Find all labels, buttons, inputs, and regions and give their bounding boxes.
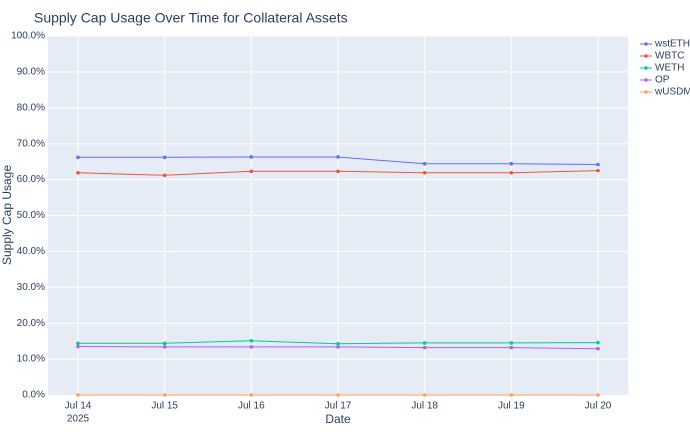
data-point [509,345,514,350]
data-point [596,162,600,167]
data-point [596,168,600,173]
y-tick-label: 70.0% [17,138,45,149]
y-tick-label: 90.0% [17,67,45,78]
series-lines [76,155,600,397]
x-axis-label: Date [325,412,351,426]
data-point [336,345,340,349]
series-weth [76,338,600,346]
data-point [249,155,254,159]
chart-title: Supply Cap Usage Over Time for Collatera… [34,10,348,26]
x-tick-label: Jul 14 [65,400,92,411]
x-tick-year: 2025 [67,413,90,424]
data-point [249,338,254,343]
data-point [336,341,340,346]
legend-item-weth[interactable]: WETH [640,63,684,74]
y-tick-label: 50.0% [17,210,45,221]
legend-marker-swatch [644,66,648,70]
data-point [76,344,80,349]
legend-label: wstETH [654,39,690,50]
series-wusdm [76,393,600,397]
data-point [596,393,600,397]
series-wbtc [76,168,600,178]
x-tick-label: Jul 15 [151,400,178,411]
data-point [509,170,514,175]
data-point [336,169,340,174]
x-tick-label: Jul 16 [238,400,265,411]
y-tick-label: 10.0% [17,354,45,365]
data-point [76,393,80,397]
data-point [422,162,427,166]
y-tick-label: 30.0% [17,282,45,293]
y-tick-label: 40.0% [17,246,45,257]
legend-label: OP [655,75,670,86]
data-point [249,169,254,174]
y-tick-label: 100.0% [11,31,45,42]
legend-marker-swatch [644,54,648,58]
legend-item-wusdm[interactable]: wUSDM [640,87,690,98]
legend-marker-swatch [644,78,648,82]
data-point [596,346,600,351]
data-point [509,162,514,166]
y-tick-label: 0.0% [22,390,45,401]
legend-item-op[interactable]: OP [640,75,670,86]
data-point [162,345,167,349]
data-point [76,341,80,346]
x-tick-label: Jul 19 [498,400,525,411]
data-point [422,341,427,345]
data-point [509,341,514,345]
legend-label: wUSDM [654,87,690,98]
data-point [336,393,340,397]
data-point [76,155,80,160]
data-point [162,341,167,346]
data-point [422,345,427,350]
legend-marker-swatch [644,90,648,94]
data-point [336,155,340,159]
data-point [162,173,167,178]
legend-label: WETH [655,63,684,74]
data-point [249,393,254,397]
data-point [422,393,427,397]
legend-item-wsteth[interactable]: wstETH [640,39,690,50]
legend-item-wbtc[interactable]: WBTC [640,51,684,62]
data-point [162,393,167,397]
x-tick-label: Jul 17 [325,400,352,411]
x-tick-label: Jul 20 [585,400,612,411]
data-point [249,345,254,349]
y-tick-label: 20.0% [17,318,45,329]
legend-label: WBTC [655,51,684,62]
data-point [509,393,514,397]
data-point [596,340,600,345]
x-tick-label: Jul 18 [411,400,438,411]
grid [48,35,628,395]
data-point [162,155,167,160]
y-axis-label: Supply Cap Usage [0,165,14,265]
series-wsteth [76,155,600,167]
data-point [422,170,427,175]
legend-marker-swatch [644,42,648,46]
y-tick-label: 60.0% [17,174,45,185]
data-point [76,170,80,175]
y-tick-label: 80.0% [17,102,45,113]
series-op [76,344,600,351]
x-axis-ticks: Jul 14 Jul 15 Jul 16 Jul 17 Jul 18 Jul 19 Jul … [65,400,612,424]
y-axis-ticks: 0.0% 10.0% 20.0% 30.0% 40.0% 50.0% 60.0% 70.0% 8… [11,31,45,401]
